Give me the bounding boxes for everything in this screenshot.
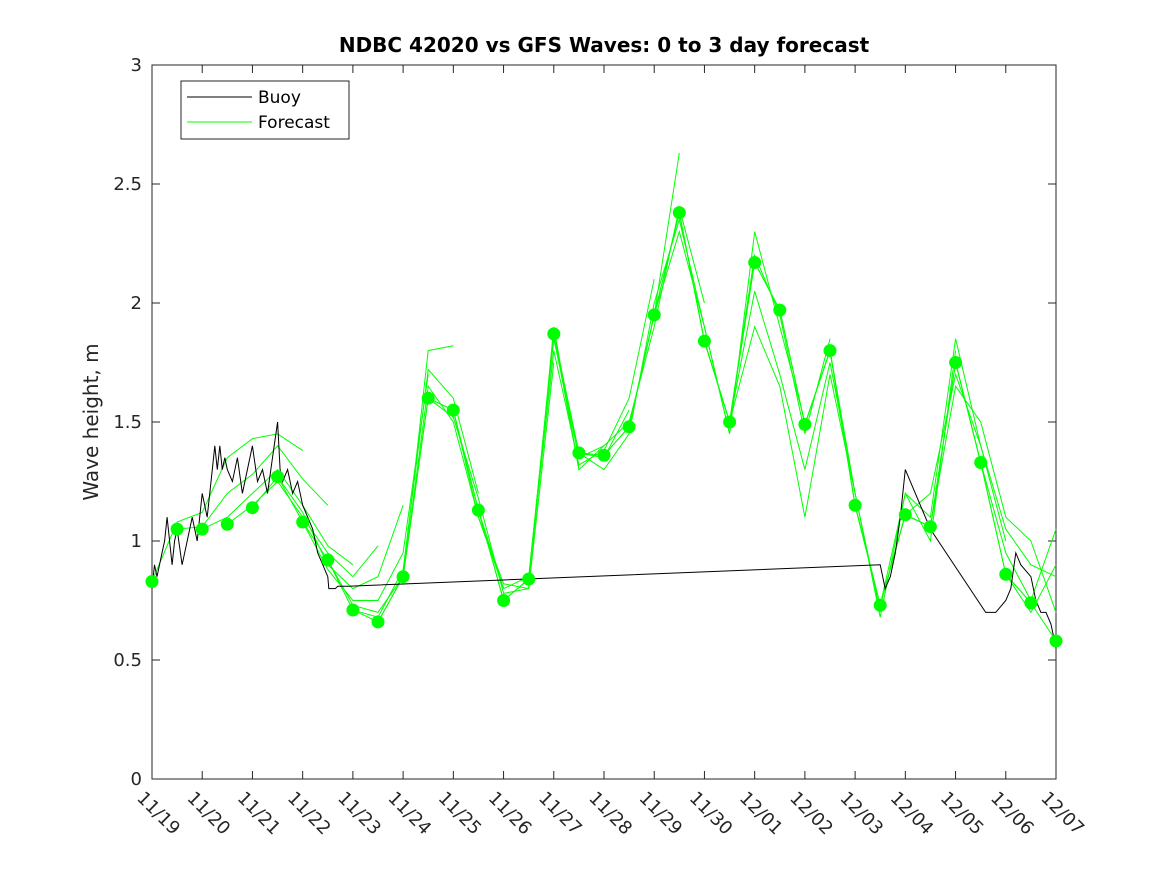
forecast-marker [547, 327, 561, 341]
forecast-marker [170, 522, 184, 536]
forecast-marker [647, 308, 661, 322]
y-tick-label: 2 [131, 293, 142, 314]
forecast-marker [346, 603, 360, 617]
forecast-marker [421, 391, 435, 405]
legend-label-forecast: Forecast [258, 113, 330, 133]
forecast-marker [195, 522, 209, 536]
forecast-marker [1024, 596, 1038, 610]
forecast-marker [296, 515, 310, 529]
forecast-marker [597, 448, 611, 462]
forecast-marker [923, 520, 937, 534]
forecast-run-line [980, 462, 1057, 602]
forecast-marker [396, 570, 410, 584]
forecast-marker [823, 344, 837, 358]
forecast-marker [497, 594, 511, 607]
forecast-marker [999, 567, 1013, 581]
forecast-marker [220, 517, 234, 531]
forecast-marker [848, 498, 862, 512]
forecast-marker [471, 503, 485, 517]
legend-box [180, 80, 350, 140]
forecast-marker [949, 356, 963, 369]
forecast-marker [446, 403, 460, 417]
forecast-run-line [929, 385, 1057, 613]
legend: Buoy Forecast [180, 80, 350, 140]
forecast-run-line [151, 433, 303, 582]
forecast-marker [1049, 634, 1063, 648]
forecast-marker [622, 420, 636, 434]
forecast-run-line [201, 468, 354, 566]
forecast-marker [145, 575, 159, 588]
forecast-run-line [653, 229, 806, 435]
forecast-marker [371, 615, 385, 629]
legend-label-buoy: Buoy [258, 88, 301, 108]
forecast-marker [697, 334, 711, 348]
y-axis-label: Wave height, m [79, 343, 103, 500]
y-tick-label: 3 [131, 55, 142, 76]
y-tick-label: 1 [131, 531, 142, 552]
forecast-marker [723, 415, 737, 429]
y-tick-label: 0.5 [113, 650, 142, 671]
forecast-marker [873, 598, 887, 612]
forecast-markers [145, 206, 1063, 648]
y-tick-label: 2.5 [113, 174, 142, 195]
forecast-marker [672, 206, 686, 220]
forecast-marker [271, 470, 285, 484]
y-axis: 0 0.5 1 1.5 2 2.5 3 [113, 55, 1056, 790]
forecast-marker [798, 417, 812, 431]
chart-title: NDBC 42020 vs GFS Waves: 0 to 3 day fore… [339, 33, 870, 57]
y-tick-label: 1.5 [113, 412, 142, 433]
forecast-marker [898, 508, 912, 522]
forecast-marker [773, 303, 787, 317]
y-tick-label: 0 [131, 769, 142, 790]
forecast-run-line [904, 372, 1057, 578]
forecast-marker [748, 256, 762, 269]
plot-area [151, 64, 1057, 780]
forecast-run-line [1005, 564, 1057, 614]
forecast-marker [321, 553, 335, 567]
forecast-marker [974, 456, 988, 469]
forecast-marker [522, 572, 536, 586]
forecast-marker [245, 501, 259, 515]
forecast-marker [572, 446, 586, 460]
